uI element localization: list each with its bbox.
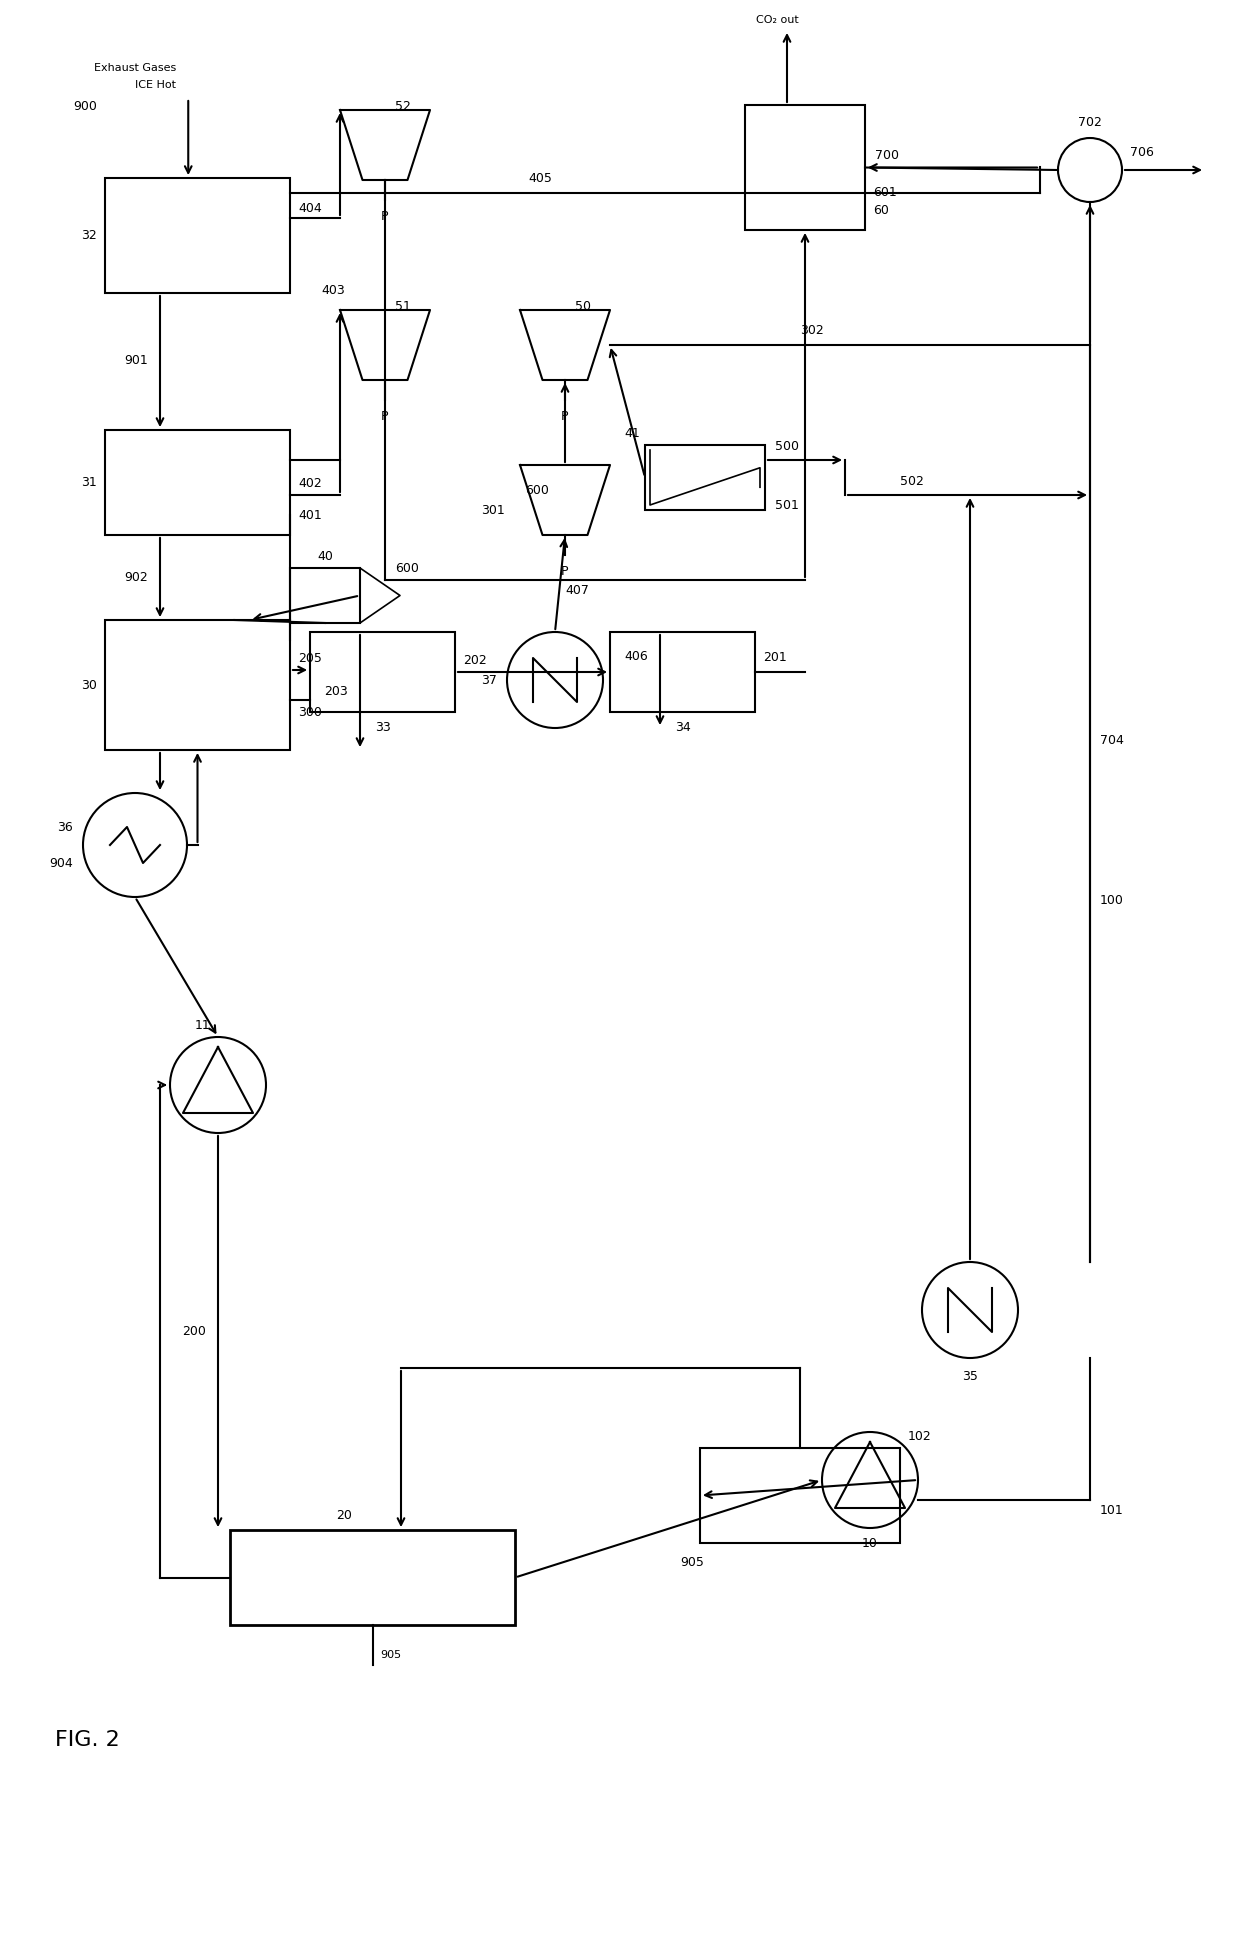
Text: P: P <box>562 410 569 423</box>
Text: 35: 35 <box>962 1370 978 1382</box>
Text: 702: 702 <box>1078 116 1102 129</box>
Text: 101: 101 <box>1100 1503 1123 1517</box>
Text: 203: 203 <box>324 684 348 698</box>
Text: P: P <box>381 210 389 223</box>
Bar <box>105 178 290 292</box>
Text: CO₂ out: CO₂ out <box>755 16 799 25</box>
Text: Exhaust Gases: Exhaust Gases <box>94 63 176 73</box>
Text: 205: 205 <box>298 651 322 664</box>
Text: 500: 500 <box>775 439 799 453</box>
Text: 40: 40 <box>317 549 332 563</box>
Bar <box>310 631 455 711</box>
Text: 30: 30 <box>81 678 97 692</box>
Text: 36: 36 <box>57 821 73 833</box>
Text: 401: 401 <box>298 508 321 521</box>
Text: 37: 37 <box>481 674 497 686</box>
Text: 60: 60 <box>873 204 889 216</box>
Text: FIG. 2: FIG. 2 <box>55 1731 120 1750</box>
Text: 905: 905 <box>381 1650 402 1660</box>
Text: 202: 202 <box>463 653 487 666</box>
Bar <box>701 1448 900 1543</box>
Bar <box>610 631 755 711</box>
Text: 200: 200 <box>182 1325 206 1337</box>
Bar <box>290 568 360 623</box>
Text: 405: 405 <box>528 172 552 184</box>
Text: P: P <box>562 564 569 578</box>
Text: 11: 11 <box>195 1019 211 1031</box>
Text: 502: 502 <box>900 474 924 488</box>
Text: 700: 700 <box>875 149 899 163</box>
Text: 10: 10 <box>862 1537 878 1550</box>
Text: 50: 50 <box>575 300 591 314</box>
Text: 33: 33 <box>374 721 391 733</box>
Text: P: P <box>381 410 389 423</box>
Bar <box>745 106 866 229</box>
Text: 301: 301 <box>481 504 505 517</box>
Text: 904: 904 <box>50 857 73 870</box>
Text: 407: 407 <box>565 584 589 596</box>
Text: 704: 704 <box>1100 733 1123 747</box>
Text: 31: 31 <box>82 476 97 488</box>
Text: 900: 900 <box>73 100 97 112</box>
Text: 600: 600 <box>525 484 549 496</box>
Text: 901: 901 <box>124 355 148 368</box>
Text: 905: 905 <box>680 1556 704 1570</box>
Text: 902: 902 <box>124 570 148 584</box>
Text: 51: 51 <box>396 300 410 314</box>
Bar <box>229 1531 515 1625</box>
Text: 406: 406 <box>624 649 649 662</box>
Text: 501: 501 <box>775 498 799 512</box>
Text: 20: 20 <box>336 1509 352 1521</box>
Text: 34: 34 <box>675 721 691 733</box>
Text: 402: 402 <box>298 476 321 490</box>
Text: 302: 302 <box>800 323 823 337</box>
Text: 706: 706 <box>1130 145 1154 159</box>
Text: 300: 300 <box>298 706 322 719</box>
Text: 32: 32 <box>82 229 97 241</box>
Text: 102: 102 <box>908 1429 931 1443</box>
Text: 404: 404 <box>298 202 321 214</box>
Text: 600: 600 <box>396 561 419 574</box>
Text: ICE Hot: ICE Hot <box>135 80 176 90</box>
Bar <box>105 619 290 751</box>
Text: 100: 100 <box>1100 894 1123 906</box>
Text: 52: 52 <box>396 100 410 114</box>
Text: 41: 41 <box>624 427 640 439</box>
Text: 201: 201 <box>763 651 786 664</box>
Text: 601: 601 <box>873 186 897 198</box>
Text: 403: 403 <box>321 284 345 296</box>
Bar <box>105 429 290 535</box>
Bar <box>645 445 765 510</box>
